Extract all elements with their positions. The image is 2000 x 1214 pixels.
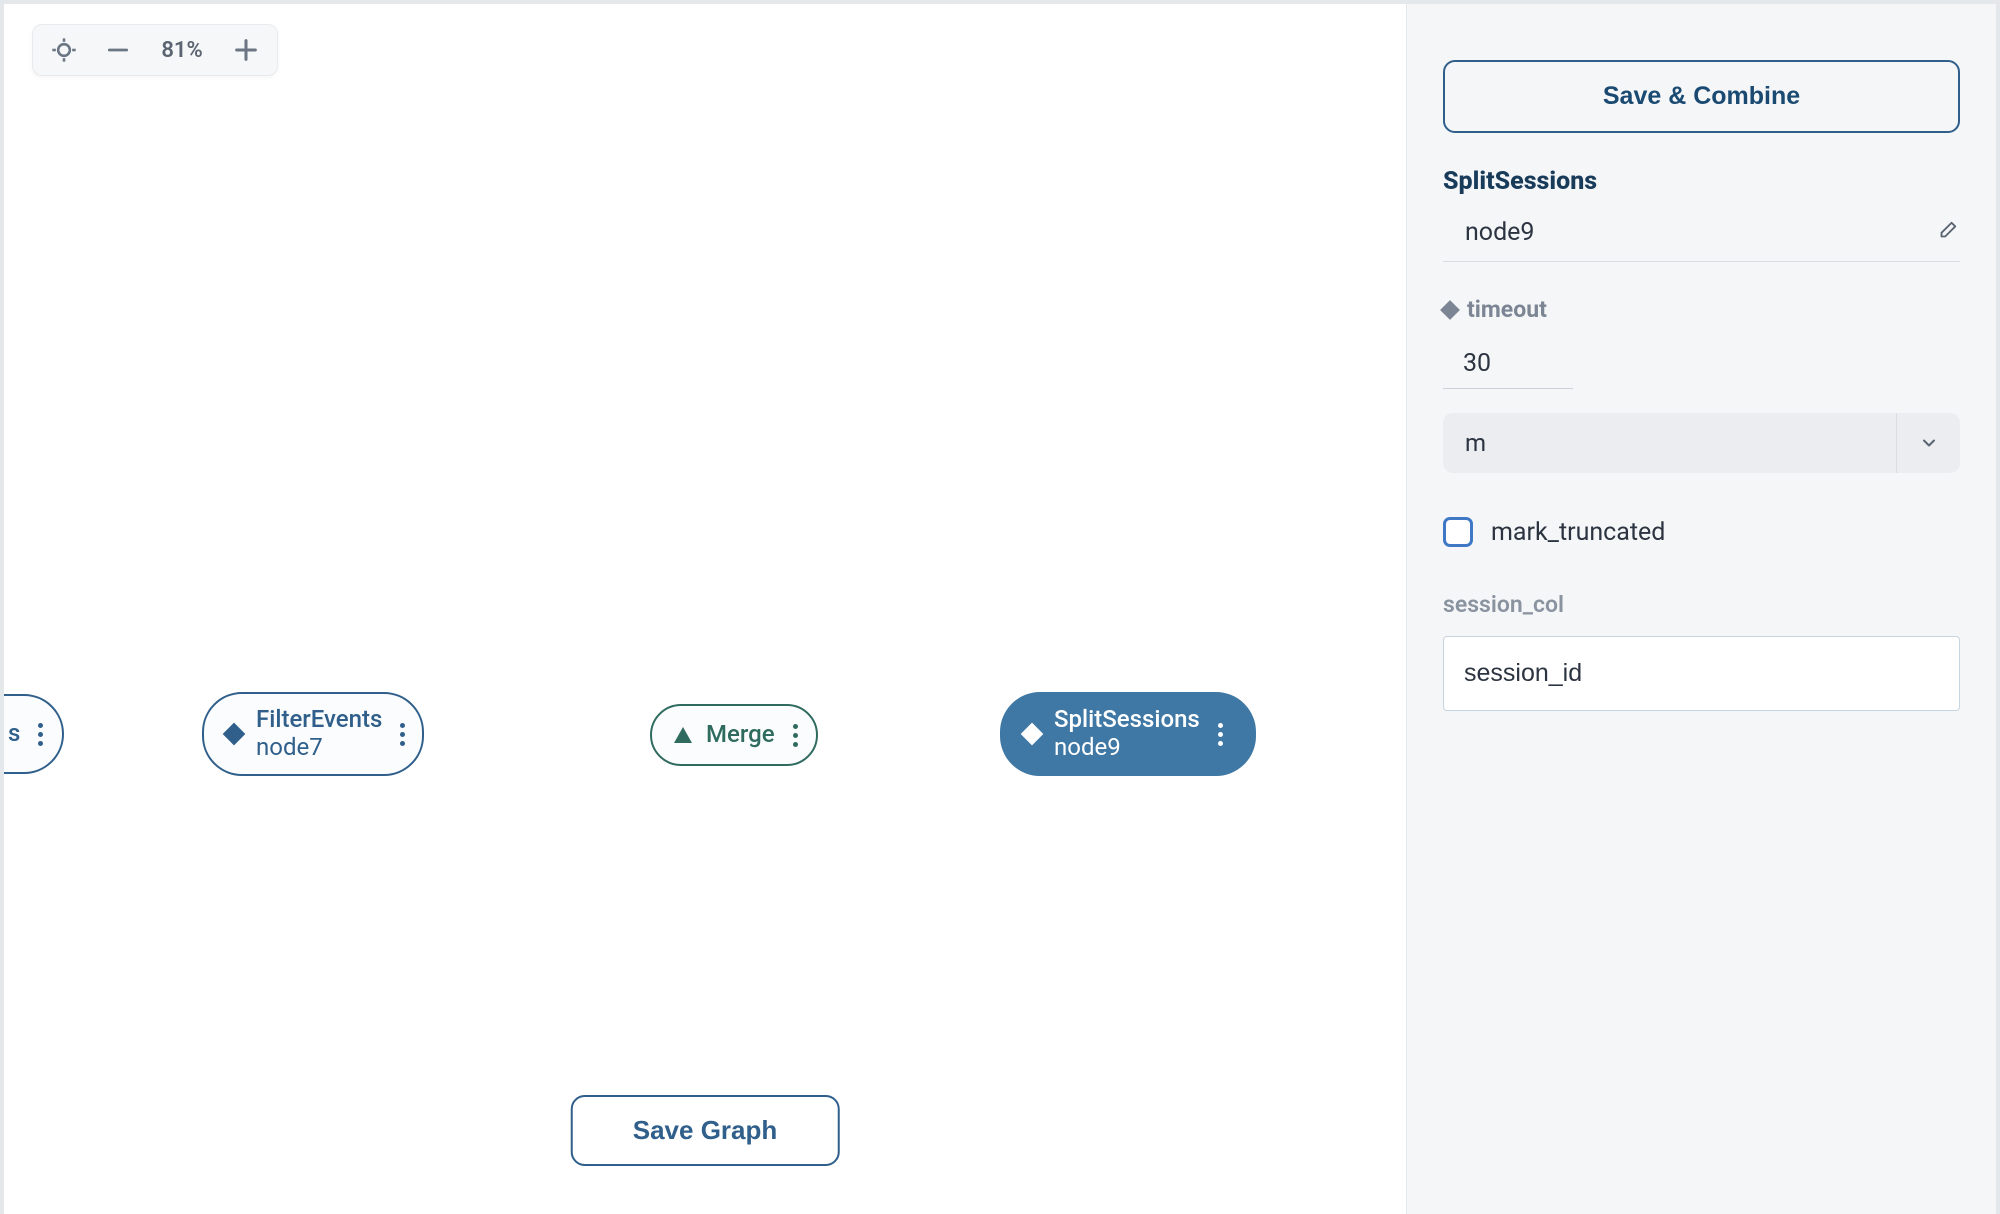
mark-truncated-label: mark_truncated: [1491, 518, 1665, 547]
node-id-value: node9: [1465, 218, 1534, 247]
triangle-icon: [674, 727, 692, 743]
node-title: Merge: [706, 721, 775, 749]
diamond-icon: [1024, 726, 1040, 742]
timeout-unit-value: m: [1443, 429, 1896, 457]
node-id-row: node9: [1443, 218, 1960, 262]
node-title: FilterEvents: [256, 706, 382, 734]
node-menu-icon[interactable]: [1218, 723, 1223, 746]
node-subtitle: node7: [256, 734, 382, 762]
graph-node-splitsessions[interactable]: SplitSessions node9: [1000, 692, 1256, 776]
timeout-label-text: timeout: [1467, 296, 1547, 323]
node-title: SplitSessions: [1054, 706, 1200, 734]
timeout-unit-select[interactable]: m: [1443, 413, 1960, 473]
node-menu-icon[interactable]: [793, 724, 798, 747]
zoom-toolbar: 81%: [32, 24, 278, 76]
session-col-input[interactable]: [1443, 636, 1960, 711]
graph-canvas[interactable]: 81% s: [4, 4, 1406, 1214]
graph-node-filterevents[interactable]: FilterEvents node7: [202, 692, 424, 776]
zoom-level-label: 81%: [155, 38, 209, 63]
panel-title: SplitSessions: [1443, 167, 1960, 196]
properties-panel: Save & Combine SplitSessions node9 timeo…: [1406, 4, 1996, 1214]
session-col-label: session_col: [1443, 591, 1960, 618]
graph-node-partial[interactable]: s: [4, 694, 64, 774]
edit-icon[interactable]: [1936, 220, 1958, 246]
fit-view-icon[interactable]: [47, 33, 81, 67]
graph-node-merge[interactable]: Merge: [650, 704, 818, 766]
diamond-icon: [226, 726, 242, 742]
diamond-icon: [1440, 300, 1460, 320]
zoom-in-button[interactable]: [229, 33, 263, 67]
timeout-input[interactable]: 30: [1443, 343, 1573, 389]
node-menu-icon[interactable]: [38, 723, 43, 746]
node-subtitle: node9: [1054, 734, 1200, 762]
node-menu-icon[interactable]: [400, 723, 405, 746]
save-combine-button[interactable]: Save & Combine: [1443, 60, 1960, 133]
chevron-down-icon: [1896, 413, 1960, 473]
save-graph-button[interactable]: Save Graph: [571, 1095, 840, 1166]
timeout-label: timeout: [1443, 296, 1960, 323]
app-root: 81% s: [0, 0, 2000, 1214]
mark-truncated-row: mark_truncated: [1443, 517, 1960, 547]
mark-truncated-checkbox[interactable]: [1443, 517, 1473, 547]
zoom-out-button[interactable]: [101, 33, 135, 67]
node-title: s: [8, 720, 20, 748]
